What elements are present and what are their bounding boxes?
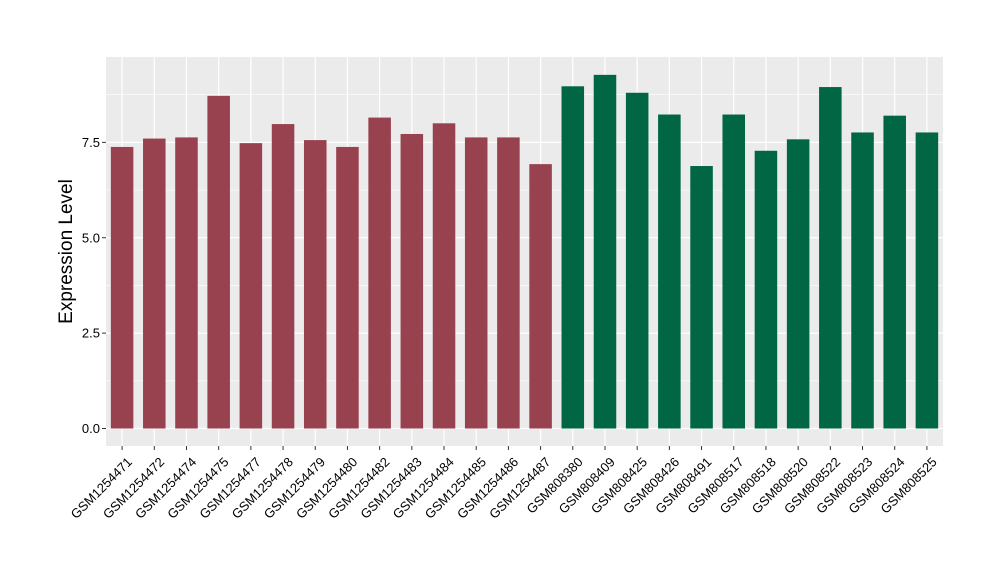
bar [561,86,585,429]
y-tick-label: 5.0 [82,230,100,245]
bar [368,117,391,429]
bars [110,74,939,429]
bar [271,124,295,429]
bar [593,74,617,429]
y-tick-label: 0.0 [82,421,100,436]
bar [786,139,810,429]
bar [143,138,166,429]
y-axis-title: Expression Level [56,179,77,324]
bar [497,137,520,429]
bar [625,92,649,429]
bar [529,164,552,429]
bar [175,137,198,429]
bar [432,123,456,429]
bar [690,166,713,429]
plot-panel [106,57,943,446]
bar [819,87,842,429]
bar [110,146,134,429]
bar [400,133,424,429]
y-tick-label: 7.5 [82,135,100,150]
bar [239,143,263,429]
bar [207,95,230,429]
bar [883,115,906,429]
bar [915,132,939,429]
y-tick-label: 2.5 [82,326,100,341]
bar [722,114,746,429]
bar [303,140,327,429]
bar [754,150,778,429]
bar [336,146,359,429]
bar [851,132,874,429]
bar [464,137,488,429]
bar [658,114,681,429]
